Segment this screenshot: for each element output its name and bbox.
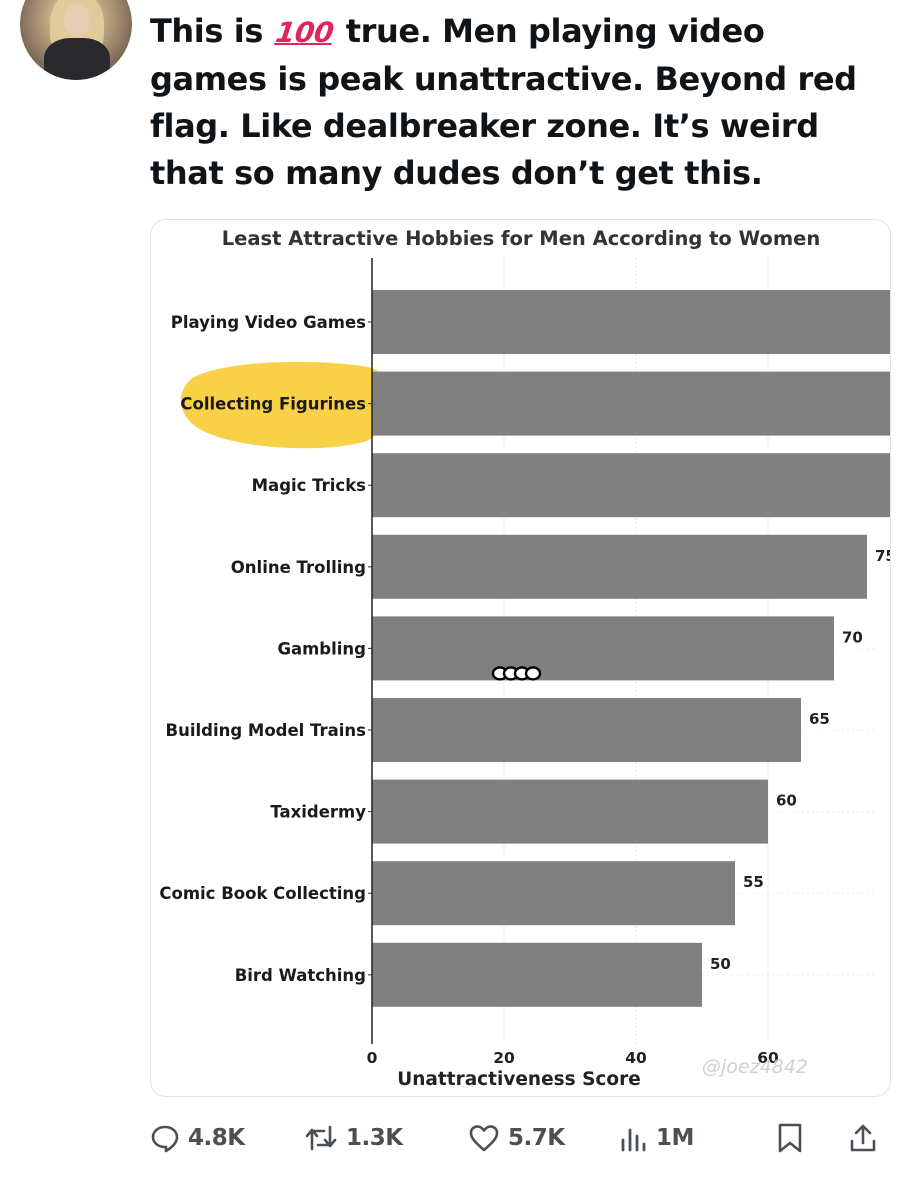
x-tick-label: 80 xyxy=(889,1049,890,1067)
data-label-background xyxy=(706,950,734,975)
share-icon xyxy=(850,1124,876,1152)
bar xyxy=(372,779,768,844)
bar xyxy=(372,616,834,681)
data-label-background xyxy=(772,787,800,812)
y-tick-label: Taxidermy xyxy=(270,803,366,822)
x-axis-label: Unattractiveness Score xyxy=(397,1069,641,1090)
reply-button[interactable]: 4.8K xyxy=(150,1118,245,1158)
like-button[interactable]: 5.7K xyxy=(468,1118,565,1158)
y-tick-label: Playing Video Games xyxy=(171,313,366,332)
tweet-text: This is 100 true. Men playing video game… xyxy=(150,8,890,197)
x-tick-label: 0 xyxy=(367,1049,378,1067)
bar xyxy=(372,698,801,762)
repost-count: 1.3K xyxy=(346,1125,403,1151)
chart-image[interactable]: Least Attractive Hobbies for Men Accordi… xyxy=(150,219,891,1097)
tweet-actions: 4.8K 1.3K 5.7K 1M xyxy=(150,1118,890,1158)
data-label: 70 xyxy=(842,628,863,646)
chart-title: Least Attractive Hobbies for Men Accordi… xyxy=(222,227,821,250)
y-tick-label: Building Model Trains xyxy=(166,721,367,740)
bookmark-icon xyxy=(778,1123,802,1153)
highlighter-mark xyxy=(180,361,389,449)
data-label-background xyxy=(871,542,890,567)
x-tick-label: 20 xyxy=(493,1049,515,1067)
views-icon xyxy=(621,1128,646,1152)
y-tick-label: Gambling xyxy=(277,639,366,658)
hundred-points-emoji: 100 xyxy=(273,16,336,49)
y-tick-label: Collecting Figurines xyxy=(180,395,366,414)
avatar-face xyxy=(64,4,90,36)
watermark-text: @joez4842 xyxy=(702,1056,808,1078)
bar xyxy=(372,290,890,354)
x-tick-label: 60 xyxy=(757,1049,779,1067)
tweet-text-after: true. Men playing video games is peak un… xyxy=(150,12,857,192)
bar-chart: Least Attractive Hobbies for Men Accordi… xyxy=(159,227,890,1090)
repost-icon xyxy=(305,1125,337,1151)
avatar-body xyxy=(44,38,110,80)
bar xyxy=(372,534,867,599)
views-button[interactable]: 1M xyxy=(618,1118,694,1158)
data-label-background xyxy=(805,706,833,730)
reply-count: 4.8K xyxy=(188,1125,245,1151)
data-label-background xyxy=(838,624,866,649)
reply-icon xyxy=(151,1125,179,1153)
x-tick-label: 40 xyxy=(625,1049,647,1067)
y-tick-label: Comic Book Collecting xyxy=(159,884,366,903)
data-label-background xyxy=(739,869,767,894)
y-tick-label: Online Trolling xyxy=(231,558,366,577)
bar xyxy=(372,371,890,436)
data-label: 65 xyxy=(809,710,830,728)
author-avatar[interactable] xyxy=(20,0,132,80)
y-tick-label: Bird Watching xyxy=(235,966,366,985)
like-count: 5.7K xyxy=(508,1125,565,1151)
like-icon xyxy=(469,1125,499,1152)
bookmark-button[interactable] xyxy=(775,1118,813,1158)
ring-doodle xyxy=(524,666,542,681)
views-count: 1M xyxy=(656,1125,694,1151)
bar xyxy=(372,942,702,1007)
bar xyxy=(372,453,890,518)
data-label: 75 xyxy=(875,547,890,565)
repost-button[interactable]: 1.3K xyxy=(304,1118,403,1158)
y-tick-label: Magic Tricks xyxy=(252,476,367,495)
data-label: 50 xyxy=(710,955,731,973)
data-label: 60 xyxy=(776,792,797,810)
share-button[interactable] xyxy=(848,1118,886,1158)
bar xyxy=(372,861,735,926)
data-label: 55 xyxy=(743,873,764,891)
tweet-text-before: This is xyxy=(150,12,274,50)
